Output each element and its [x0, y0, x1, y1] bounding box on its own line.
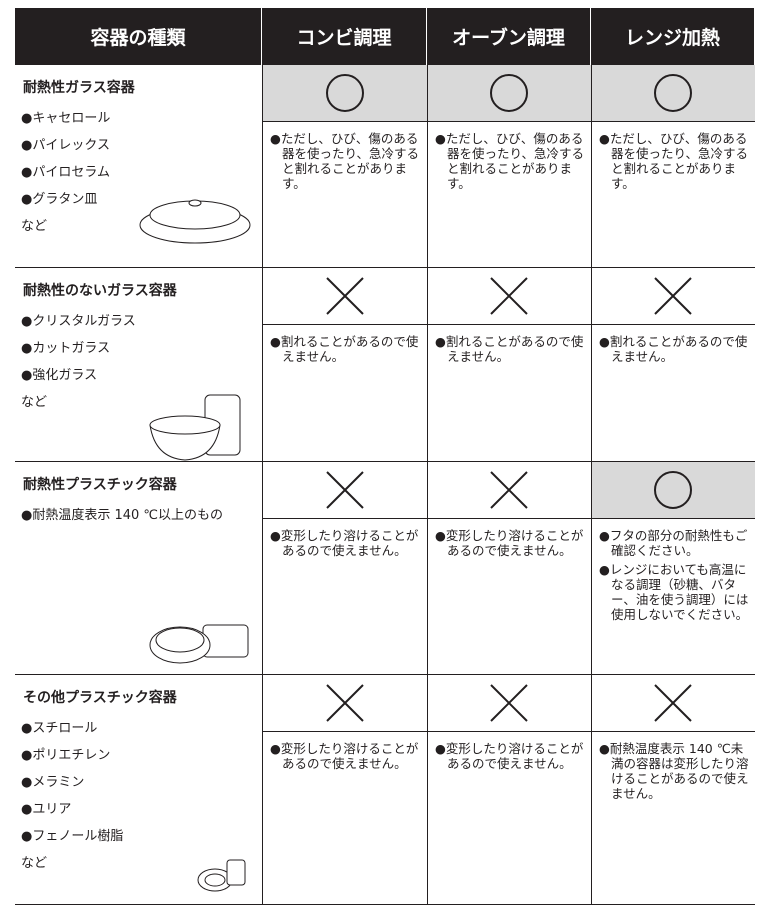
item: ●パイロセラム [21, 165, 110, 180]
item: ●グラタン皿 [21, 192, 98, 207]
row-border [15, 904, 755, 905]
note: ●変形したり溶けることがあるので使えません。 [435, 741, 584, 771]
note: ●ただし、ひび、傷のある器を使ったり、急冷すると割れることがあります。 [599, 131, 749, 191]
notes: ●変形したり溶けることがあるので使えません。 [268, 741, 423, 775]
item: ●強化ガラス [21, 368, 98, 383]
symbol [591, 462, 755, 519]
symbol [262, 65, 427, 122]
symbol [262, 675, 427, 732]
symbol [591, 268, 755, 325]
note: ●変形したり溶けることがあるので使えません。 [270, 528, 419, 558]
note: ●ただし、ひび、傷のある器を使ったり、急冷すると割れることがあります。 [435, 131, 585, 191]
cross-mark [490, 471, 528, 509]
header-cell: レンジ加熱 [591, 8, 755, 65]
symbol [262, 268, 427, 325]
illustration [149, 624, 249, 664]
header-cell: コンビ調理 [262, 8, 427, 65]
header-cell: オーブン調理 [427, 8, 591, 65]
notes: ●割れることがあるので使えません。 [433, 334, 587, 368]
note: ●フタの部分の耐熱性もご確認ください。 [599, 528, 748, 558]
item: ●キャセロール [21, 111, 111, 126]
note: ●ただし、ひび、傷のある器を使ったり、急冷すると割れることがあります。 [270, 131, 420, 191]
symbol [262, 462, 427, 519]
note: ●変形したり溶けることがあるので使えません。 [270, 741, 419, 771]
illustration [139, 199, 251, 244]
row-border [15, 674, 755, 675]
note: ●レンジにおいても高温になる調理（砂糖、バター、油を使う調理）には使用しないでく… [599, 562, 749, 622]
note: ●変形したり溶けることがあるので使えません。 [435, 528, 584, 558]
notes: ●変形したり溶けることがあるので使えません。 [433, 528, 587, 562]
illustration [149, 394, 241, 461]
notes: ●ただし、ひび、傷のある器を使ったり、急冷すると割れることがあります。 [433, 131, 587, 195]
cross-mark [325, 684, 364, 722]
column-border [262, 65, 263, 905]
row-title: その他プラスチック容器 [23, 690, 177, 706]
notes: ●ただし、ひび、傷のある器を使ったり、急冷すると割れることがあります。 [268, 131, 423, 195]
cross-mark [490, 684, 528, 722]
note: ●割れることがあるので使えません。 [270, 334, 419, 364]
symbol [427, 675, 591, 732]
row-border [15, 267, 755, 268]
notes: ●変形したり溶けることがあるので使えません。 [433, 741, 587, 775]
item: ●カットガラス [21, 341, 111, 356]
note: ●割れることがあるので使えません。 [435, 334, 584, 364]
header-cell: 容器の種類 [15, 8, 262, 65]
item: ●スチロール [21, 721, 98, 736]
symbol [591, 65, 755, 122]
row-border [15, 461, 755, 462]
notes: ●フタの部分の耐熱性もご確認ください。 ●レンジにおいても高温になる調理（砂糖、バ… [597, 528, 751, 626]
notes: ●ただし、ひび、傷のある器を使ったり、急冷すると割れることがあります。 [597, 131, 751, 195]
symbol [427, 65, 591, 122]
symbol [427, 462, 591, 519]
cross-mark [654, 277, 692, 315]
item: など [21, 856, 48, 871]
circle-mark [490, 74, 528, 112]
column-border [427, 65, 428, 905]
symbol [427, 268, 591, 325]
illustration [197, 859, 246, 892]
circle-mark [325, 74, 364, 112]
notes: ●耐熱温度表示 140 ℃未満の容器は変形したり溶けることがあるので使えません。 [597, 741, 751, 805]
item: ●ポリエチレン [21, 748, 111, 763]
symbol [591, 675, 755, 732]
row-title: 耐熱性ガラス容器 [23, 80, 135, 96]
circle-mark [654, 471, 692, 509]
item: ●メラミン [21, 775, 85, 790]
note: ●割れることがあるので使えません。 [599, 334, 748, 364]
note: ●耐熱温度表示 140 ℃未満の容器は変形したり溶けることがあるので使えません。 [599, 741, 749, 801]
item: ●フェノール樹脂 [21, 829, 124, 844]
item: など [21, 395, 48, 410]
item: ●耐熱温度表示 140 ℃以上のもの [21, 508, 224, 523]
cross-mark [325, 277, 364, 315]
item: ●クリスタルガラス [21, 314, 136, 329]
row-title: 耐熱性のないガラス容器 [23, 283, 177, 299]
notes: ●割れることがあるので使えません。 [597, 334, 751, 368]
notes: ●変形したり溶けることがあるので使えません。 [268, 528, 423, 562]
column-border [591, 65, 592, 905]
item: ●ユリア [21, 802, 72, 817]
cross-mark [654, 684, 692, 722]
circle-mark [654, 74, 692, 112]
item: など [21, 219, 48, 234]
cross-mark [490, 277, 528, 315]
cross-mark [325, 471, 364, 509]
row-title: 耐熱性プラスチック容器 [23, 477, 177, 493]
notes: ●割れることがあるので使えません。 [268, 334, 423, 368]
item: ●パイレックス [21, 138, 110, 153]
